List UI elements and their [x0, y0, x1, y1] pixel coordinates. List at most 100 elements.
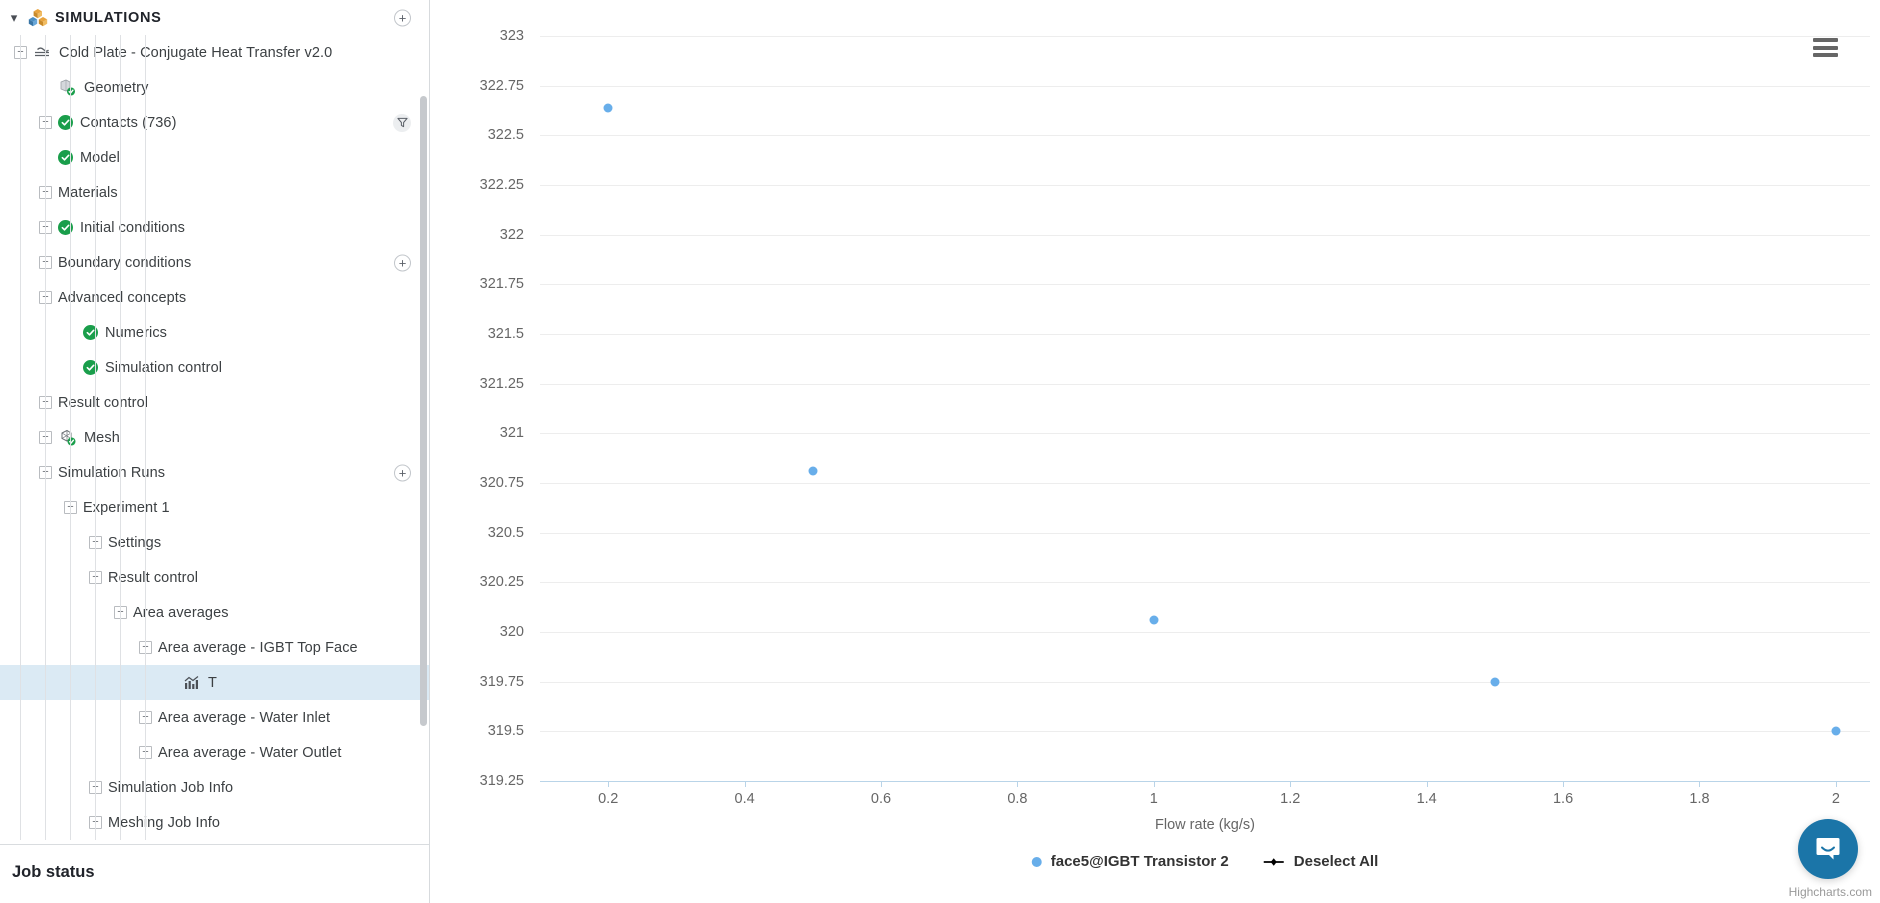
y-axis-tick-label: 320.25: [479, 574, 524, 591]
tree-item-materials[interactable]: +Materials: [0, 175, 429, 210]
tree-item-area-averages[interactable]: −Area averages: [0, 595, 429, 630]
filter-icon[interactable]: [393, 113, 411, 132]
chart-result-icon: [183, 675, 201, 691]
tree-item-settings[interactable]: +Settings: [0, 525, 429, 560]
sidebar-header-label: SIMULATIONS: [55, 9, 162, 26]
tree-scroll-container[interactable]: ▾ SIMULATIONS + −Cold Plate - Conjugate Hea…: [0, 0, 429, 845]
tree-item-area-average-water-outlet[interactable]: +Area average - Water Outlet: [0, 735, 429, 770]
tree-item-boundary-conditions[interactable]: +Boundary conditions+: [0, 245, 429, 280]
y-gridline: [540, 334, 1870, 335]
legend-label: Deselect All: [1293, 853, 1379, 870]
data-point[interactable]: [808, 466, 818, 476]
plot-area: 319.25 319.5 319.75 320 320.25 320.5 320.75 321…: [430, 0, 1880, 903]
intercom-chat-icon[interactable]: [1798, 819, 1858, 879]
chart-legend: face5@IGBT Transistor 2 Deselect All: [1031, 853, 1379, 870]
y-axis-tick-label: 321: [499, 425, 524, 442]
tree-item-simulation-job-info[interactable]: +Simulation Job Info: [0, 770, 429, 805]
mesh-icon: [58, 429, 77, 446]
x-axis-tick-label: 0.4: [734, 791, 755, 807]
tree-item-numerics[interactable]: Numerics: [0, 315, 429, 350]
tree-item-label: Numerics: [105, 324, 168, 341]
y-gridline: [540, 731, 1870, 733]
tree-item-area-average-igbt-top-face[interactable]: −Area average - IGBT Top Face: [0, 630, 429, 665]
x-axis-tick-label: 1.4: [1416, 791, 1437, 807]
tree-item-result-control[interactable]: −Result control: [0, 560, 429, 595]
tree-item-cold-plate-conjugate-heat-transfer-v2-0[interactable]: −Cold Plate - Conjugate Heat Transfer v2…: [0, 35, 429, 70]
tree-item-label: Materials: [58, 184, 118, 201]
add-simulation-button[interactable]: +: [394, 9, 411, 26]
x-axis-tick-label: 2: [1831, 791, 1840, 807]
x-axis-tick-label: 1: [1149, 791, 1158, 807]
y-axis-tick-label: 322: [499, 226, 524, 243]
tree-guide-line: [145, 35, 146, 840]
add-child-button[interactable]: +: [394, 254, 411, 271]
x-axis-tick-mark: [1153, 781, 1155, 787]
y-axis-tick-label: 319.75: [479, 673, 524, 690]
tree-guide-line: [45, 35, 46, 840]
y-axis-tick-label: 320.5: [487, 524, 524, 541]
legend-item[interactable]: Deselect All: [1263, 853, 1379, 870]
tree-item-label: Experiment 1: [83, 499, 170, 516]
y-axis-tick-label: 321.5: [487, 326, 524, 342]
tree-item-initial-conditions[interactable]: +Initial conditions: [0, 210, 429, 245]
x-axis-tick-label: 0.8: [1007, 791, 1028, 807]
tree-item-meshing-job-info[interactable]: +Meshing Job Info: [0, 805, 429, 840]
data-point[interactable]: [1831, 726, 1841, 736]
tree-item-label: Cold Plate - Conjugate Heat Transfer v2.…: [59, 44, 333, 61]
legend-marker-line: [1263, 857, 1285, 867]
tree-item-label: Model: [80, 149, 120, 166]
legend-marker-dot: [1031, 856, 1042, 867]
x-axis-tick-mark: [1017, 781, 1019, 787]
cold-plate-icon: [33, 44, 52, 61]
hamburger-menu-icon[interactable]: [1813, 38, 1838, 57]
status-check-icon: [58, 115, 73, 130]
add-child-button[interactable]: +: [394, 464, 411, 481]
y-gridline: [540, 681, 1870, 683]
tree-item-label: Area average - Water Inlet: [158, 709, 331, 726]
tree-item-simulation-control[interactable]: Simulation control: [0, 350, 429, 385]
chevron-down-icon[interactable]: ▾: [10, 10, 18, 25]
tree-guide-line: [70, 35, 71, 840]
tree-item-label: Meshing Job Info: [108, 814, 221, 831]
tree-guide-line: [95, 35, 96, 840]
y-axis-tick-label: 319.25: [479, 773, 524, 789]
x-axis-tick-mark: [881, 781, 883, 787]
tree-item-t[interactable]: T: [0, 665, 429, 700]
tree-item-experiment-1[interactable]: −Experiment 1: [0, 490, 429, 525]
data-point[interactable]: [603, 103, 613, 113]
status-check-icon: [58, 150, 73, 165]
status-check-icon: [83, 325, 98, 340]
tree-item-simulation-runs[interactable]: −Simulation Runs+: [0, 455, 429, 490]
tree-item-area-average-water-inlet[interactable]: +Area average - Water Inlet: [0, 700, 429, 735]
data-point[interactable]: [1490, 677, 1500, 687]
tree-item-label: Mesh: [84, 429, 120, 446]
y-axis-tick-label: 322.25: [479, 177, 524, 193]
y-gridline: [540, 632, 1870, 633]
highcharts-credit[interactable]: Highcharts.com: [1788, 885, 1872, 899]
x-axis-tick-label: 1.8: [1689, 791, 1710, 807]
tree-item-result-control[interactable]: +Result control: [0, 385, 429, 420]
y-axis-tick-label: 321.75: [479, 276, 524, 293]
x-axis-tick-mark: [1699, 781, 1701, 787]
y-gridline: [540, 234, 1870, 236]
tree-item-mesh[interactable]: +Mesh: [0, 420, 429, 455]
y-gridline: [540, 582, 1870, 584]
tree-item-label: Geometry: [84, 79, 149, 96]
tree-item-geometry[interactable]: Geometry: [0, 70, 429, 105]
tree-item-advanced-concepts[interactable]: +Advanced concepts: [0, 280, 429, 315]
tree-item-label: T: [208, 674, 217, 691]
legend-item[interactable]: face5@IGBT Transistor 2: [1031, 853, 1229, 870]
data-point[interactable]: [1149, 615, 1159, 625]
tree-toggle-none: [164, 676, 177, 689]
legend-label: face5@IGBT Transistor 2: [1050, 853, 1229, 870]
y-gridline: [540, 36, 1870, 37]
geometry-icon: [58, 79, 77, 96]
tree-item-contacts-736[interactable]: +Contacts (736): [0, 105, 429, 140]
sidebar-scrollbar[interactable]: [420, 96, 427, 726]
y-axis-tick-label: 319.5: [487, 723, 524, 740]
tree-item-label: Area average - Water Outlet: [158, 744, 342, 761]
tree-item-model[interactable]: Model: [0, 140, 429, 175]
y-gridline: [540, 383, 1870, 385]
sidebar-header-simulations[interactable]: ▾ SIMULATIONS +: [0, 0, 429, 35]
tree-item-label: Advanced concepts: [58, 289, 187, 306]
